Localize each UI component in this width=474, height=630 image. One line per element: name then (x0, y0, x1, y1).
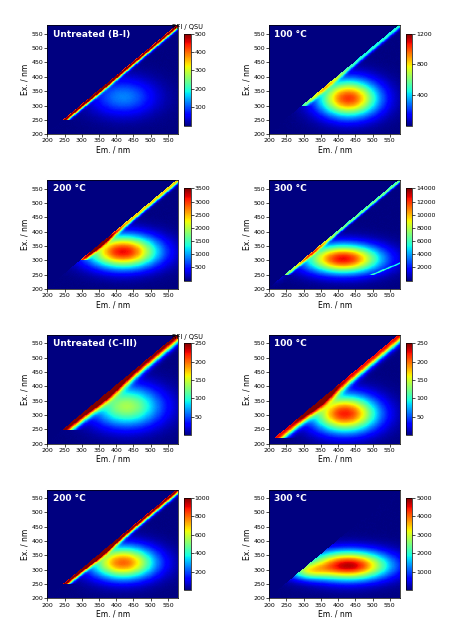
Text: 200 °C: 200 °C (53, 185, 85, 193)
X-axis label: Em. / nm: Em. / nm (318, 146, 352, 154)
Text: 100 °C: 100 °C (274, 30, 307, 38)
Title: RFI / QSU: RFI / QSU (172, 25, 203, 30)
Y-axis label: Ex. / nm: Ex. / nm (20, 64, 29, 95)
X-axis label: Em. / nm: Em. / nm (96, 146, 130, 154)
Y-axis label: Ex. / nm: Ex. / nm (242, 219, 251, 250)
X-axis label: Em. / nm: Em. / nm (96, 301, 130, 309)
Y-axis label: Ex. / nm: Ex. / nm (242, 529, 251, 559)
Text: Untreated (C-III): Untreated (C-III) (53, 339, 137, 348)
Title: RFI / QSU: RFI / QSU (172, 334, 203, 340)
X-axis label: Em. / nm: Em. / nm (318, 610, 352, 619)
X-axis label: Em. / nm: Em. / nm (318, 301, 352, 309)
Y-axis label: Ex. / nm: Ex. / nm (242, 374, 251, 405)
Text: 300 °C: 300 °C (274, 185, 307, 193)
Y-axis label: Ex. / nm: Ex. / nm (20, 374, 29, 405)
Text: 200 °C: 200 °C (53, 494, 85, 503)
Text: Untreated (B-I): Untreated (B-I) (53, 30, 130, 38)
Y-axis label: Ex. / nm: Ex. / nm (20, 529, 29, 559)
Y-axis label: Ex. / nm: Ex. / nm (20, 219, 29, 250)
Text: 100 °C: 100 °C (274, 339, 307, 348)
X-axis label: Em. / nm: Em. / nm (96, 610, 130, 619)
Y-axis label: Ex. / nm: Ex. / nm (242, 64, 251, 95)
X-axis label: Em. / nm: Em. / nm (318, 455, 352, 464)
Text: 300 °C: 300 °C (274, 494, 307, 503)
X-axis label: Em. / nm: Em. / nm (96, 455, 130, 464)
